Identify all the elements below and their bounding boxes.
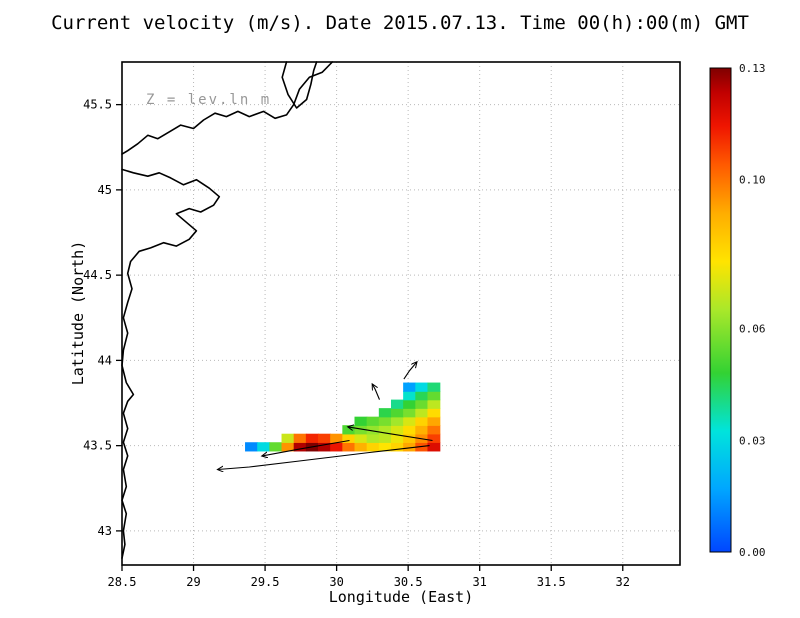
svg-text:28.5: 28.5 [108,575,137,589]
svg-text:0.06: 0.06 [739,323,766,336]
gridlines [121,62,680,565]
svg-text:31.5: 31.5 [537,575,566,589]
svg-text:0.03: 0.03 [739,434,766,447]
svg-text:29: 29 [186,575,200,589]
svg-text:31: 31 [472,575,486,589]
svg-text:0.13: 0.13 [739,62,766,75]
svg-text:43.5: 43.5 [83,439,112,453]
svg-text:30.5: 30.5 [394,575,423,589]
chart-title: Current velocity (m/s). Date 2015.07.13.… [51,12,749,34]
svg-text:29.5: 29.5 [251,575,280,589]
x-axis-label: Longitude (East) [328,588,474,606]
svg-text:44.5: 44.5 [83,268,112,282]
colorbar: 0.00 0.03 0.06 0.10 0.13 [709,62,766,559]
coastline [121,61,334,559]
svg-text:0.10: 0.10 [739,174,766,187]
plot-frame [121,61,681,566]
svg-text:45.5: 45.5 [83,98,112,112]
depth-level-label: Z = lev.ln m [146,92,272,108]
svg-text:0.00: 0.00 [739,546,766,559]
svg-text:32: 32 [616,575,630,589]
axis-ticks: 28.5 29 29.5 30 30.5 31 31.5 32 43 43.5 44 44.5 45 45… [83,98,630,589]
current-vector-arrows [218,362,433,469]
svg-text:30: 30 [329,575,343,589]
svg-text:43: 43 [98,524,112,538]
svg-text:45: 45 [98,183,112,197]
svg-text:44: 44 [98,353,112,367]
